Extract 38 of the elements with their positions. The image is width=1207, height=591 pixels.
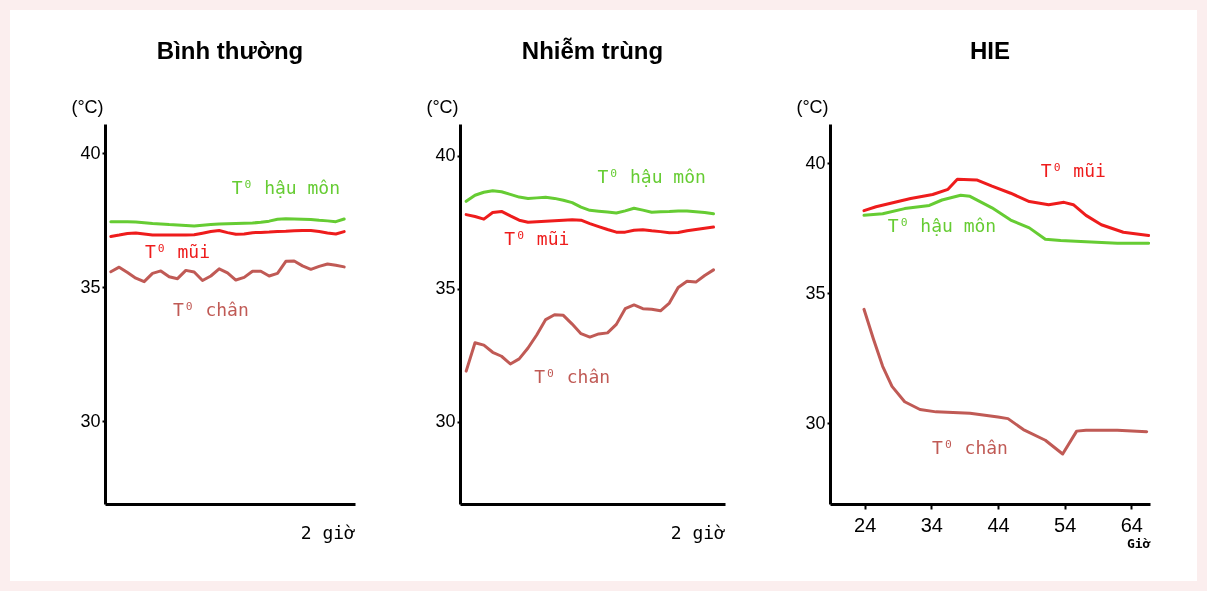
line-series xyxy=(464,189,716,216)
y-tick-label: 35 xyxy=(805,282,826,303)
y-tick-label: 40 xyxy=(80,142,101,163)
series-label: T⁰ chân xyxy=(534,366,611,388)
y-tick-label: 30 xyxy=(435,411,456,432)
y-axis-title: (°C) xyxy=(71,96,104,117)
line-series xyxy=(109,217,346,228)
line-series xyxy=(862,193,1150,245)
x-tick-label: 44 xyxy=(987,513,1010,536)
x-tick-label: 54 xyxy=(1054,513,1077,536)
y-tick-label: 30 xyxy=(80,410,101,431)
x-tick-label: 34 xyxy=(920,513,943,536)
y-axis-title: (°C) xyxy=(426,96,459,117)
y-tick-label: 40 xyxy=(435,145,456,166)
y-tick-label: 30 xyxy=(805,412,826,433)
line-series xyxy=(862,307,1149,456)
y-tick-label: 35 xyxy=(80,276,101,297)
x-tick-label: 64 xyxy=(1120,513,1143,536)
y-tick-label: 35 xyxy=(435,278,456,299)
y-tick-label: 40 xyxy=(805,152,826,173)
text: 2 giờ xyxy=(670,522,726,543)
line-series xyxy=(862,177,1150,237)
chart-title: Nhiễm trùng xyxy=(521,37,664,64)
series-label: T⁰ hậu môn xyxy=(597,166,706,188)
y-axis-title: (°C) xyxy=(796,96,829,117)
chart-title: HIE xyxy=(969,37,1011,64)
series-label: T⁰ mũi xyxy=(504,228,570,250)
x-axis-title: Giờ xyxy=(1127,535,1151,551)
series-label: T⁰ chân xyxy=(172,298,249,320)
series-label: T⁰ mũi xyxy=(144,241,211,263)
series-label: T⁰ chân xyxy=(932,436,1008,458)
x-tick-label: 24 xyxy=(854,513,877,536)
line-series xyxy=(109,259,346,284)
series-label: T⁰ mũi xyxy=(1040,160,1106,182)
series-label: T⁰ hậu môn xyxy=(231,176,341,198)
chart-title: Bình thường xyxy=(156,37,304,64)
series-label: T⁰ hậu môn xyxy=(887,214,997,236)
text: 2 giờ xyxy=(300,522,356,543)
